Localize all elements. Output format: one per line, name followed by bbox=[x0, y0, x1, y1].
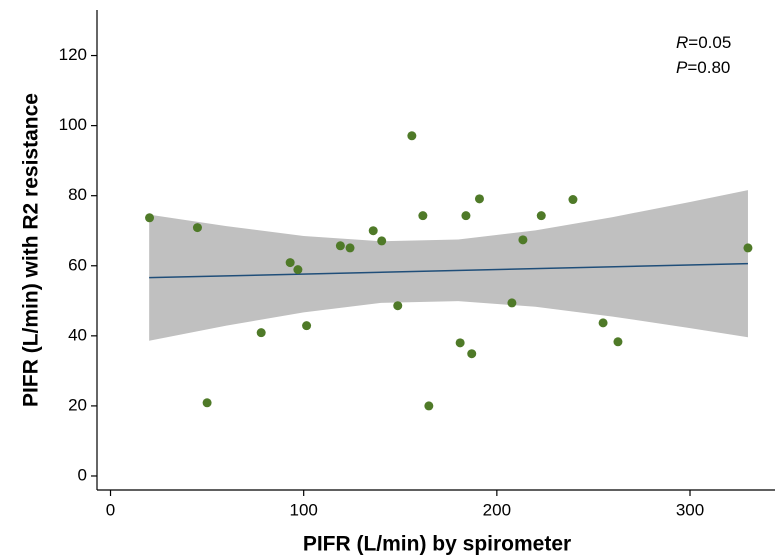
point bbox=[145, 213, 155, 223]
x-tick-label: 100 bbox=[289, 500, 317, 519]
annotation-var: R bbox=[676, 33, 688, 52]
y-tick-label: 100 bbox=[59, 115, 87, 134]
y-tick-label: 120 bbox=[59, 45, 87, 64]
point bbox=[424, 401, 434, 411]
point bbox=[377, 236, 387, 246]
y-tick-label: 20 bbox=[68, 395, 87, 414]
point bbox=[368, 226, 378, 236]
point bbox=[613, 337, 623, 347]
confidence-band bbox=[149, 190, 748, 341]
point bbox=[518, 235, 528, 245]
point bbox=[302, 321, 312, 331]
y-tick-label: 40 bbox=[68, 325, 87, 344]
annotation-text: =0.80 bbox=[687, 58, 730, 77]
point bbox=[393, 301, 403, 311]
annotation: R=0.05 bbox=[676, 33, 731, 52]
point bbox=[743, 243, 753, 253]
point bbox=[507, 298, 517, 308]
x-tick-label: 200 bbox=[483, 500, 511, 519]
point bbox=[455, 338, 465, 348]
point bbox=[598, 318, 608, 328]
point bbox=[202, 398, 212, 408]
x-tick-label: 0 bbox=[106, 500, 115, 519]
y-tick-label: 80 bbox=[68, 185, 87, 204]
fit-line bbox=[149, 262, 748, 279]
point bbox=[568, 195, 578, 205]
annotation-var: P bbox=[676, 58, 688, 77]
y-tick-label: 0 bbox=[78, 465, 87, 484]
y-axis-title: PIFR (L/min) with R2 resistance bbox=[20, 93, 43, 407]
point bbox=[461, 211, 471, 221]
point bbox=[536, 211, 546, 221]
point bbox=[407, 131, 417, 141]
point bbox=[335, 241, 345, 251]
annotation: P=0.80 bbox=[676, 58, 730, 77]
x-axis-title: PIFR (L/min) by spirometer bbox=[303, 533, 571, 556]
y-tick-label: 60 bbox=[68, 255, 87, 274]
point bbox=[418, 211, 428, 221]
point bbox=[345, 243, 355, 253]
x-tick-label: 300 bbox=[676, 500, 704, 519]
point bbox=[256, 328, 266, 338]
point bbox=[293, 265, 303, 275]
point bbox=[192, 223, 202, 233]
point bbox=[474, 194, 484, 204]
annotation-text: =0.05 bbox=[688, 33, 731, 52]
point bbox=[467, 349, 477, 359]
point bbox=[285, 258, 295, 268]
